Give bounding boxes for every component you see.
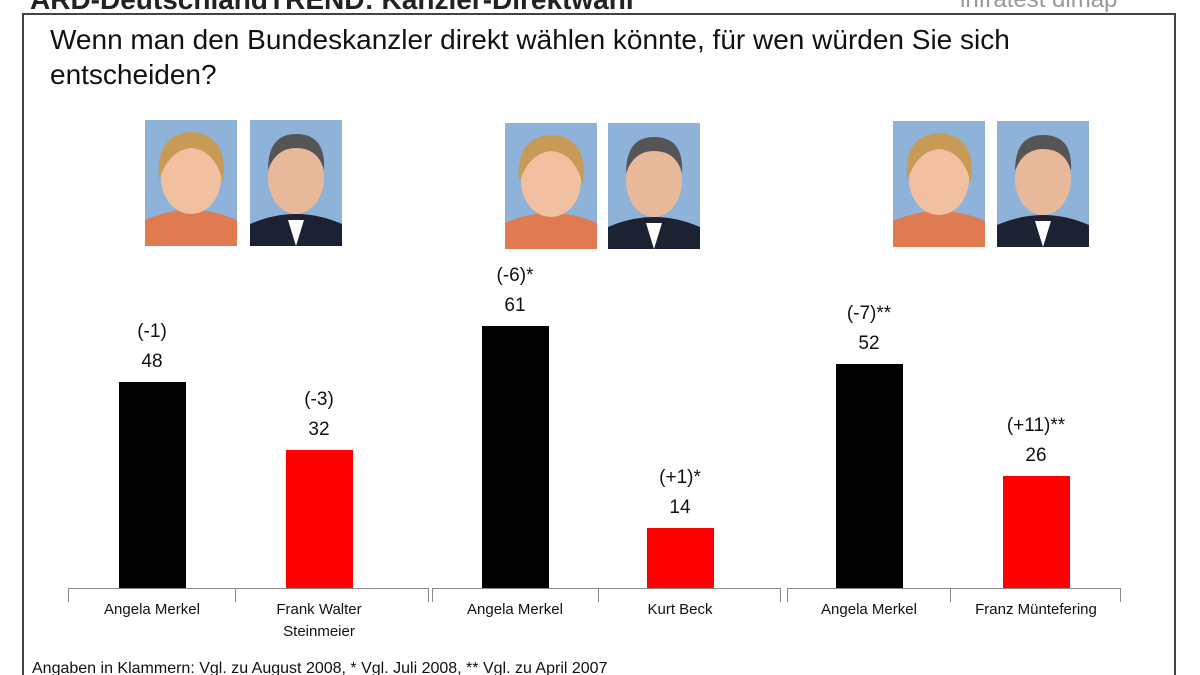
axis-line [68, 588, 428, 589]
value-label: 32 [308, 419, 330, 441]
bar [481, 325, 549, 588]
frame [22, 13, 1176, 15]
axis-tick [598, 588, 599, 602]
footnote: Angaben in Klammern: Vgl. zu August 2008… [32, 660, 608, 675]
bar [835, 364, 903, 588]
photo [250, 120, 342, 246]
change-label: (+11)** [1006, 415, 1066, 437]
change-label: (+1)* [659, 466, 701, 488]
axis-line [787, 588, 1120, 589]
photo [997, 121, 1089, 247]
bar [118, 381, 186, 588]
change-label: (-1) [137, 320, 167, 342]
bar [1002, 476, 1070, 588]
axis-tick [787, 588, 788, 602]
category-label: Kurt Beck [647, 601, 713, 618]
frame [1174, 14, 1176, 675]
value-label: 26 [1025, 445, 1047, 467]
photos [145, 120, 1089, 249]
source: infratest dimap [960, 0, 1117, 14]
change-label: (-6)* [496, 264, 534, 286]
value-label: 14 [669, 496, 691, 518]
axis-tick [235, 588, 236, 602]
axis-line [432, 588, 780, 589]
axis-tick [950, 588, 951, 602]
change-label: (-7)** [846, 303, 892, 325]
photo [893, 121, 985, 247]
value-label: 48 [141, 350, 163, 372]
category-label: Angela Merkel [467, 601, 563, 618]
axis-tick [432, 588, 433, 602]
category-label: Angela Merkel [821, 601, 917, 618]
bar [285, 450, 353, 588]
category-label: Angela Merkel [104, 601, 200, 618]
photo [608, 123, 700, 249]
axis-tick [68, 588, 69, 602]
value-label: 61 [504, 294, 526, 316]
category-label: Franz Müntefering [975, 601, 1097, 618]
question: Wenn man den Bundeskanzler direkt wählen… [50, 24, 1010, 90]
bar [646, 527, 714, 588]
value-label: 52 [858, 333, 880, 355]
title: ARD-DeutschlandTREND: Kanzler-Direktwahl [30, 0, 634, 16]
photo [145, 120, 237, 246]
frame [22, 14, 24, 675]
axis-tick [1120, 588, 1121, 602]
axis-tick [428, 588, 429, 602]
category-label: Frank Walter Steinmeier [276, 601, 362, 640]
change-label: (-3) [304, 389, 334, 411]
photo [505, 123, 597, 249]
axis-tick [780, 588, 781, 602]
